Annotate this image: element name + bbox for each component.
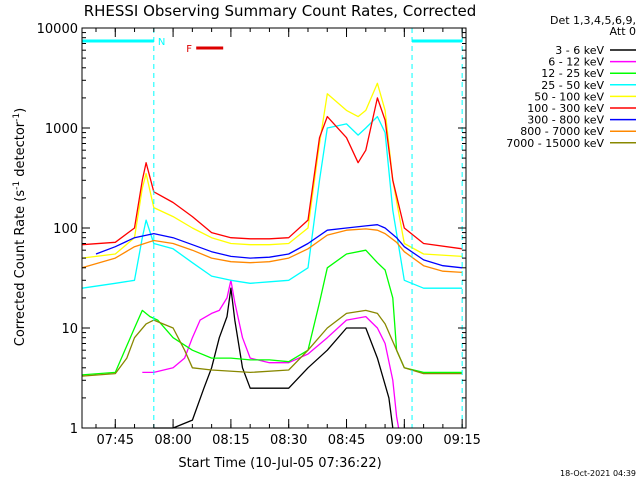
legend-label: 300 - 800 keV bbox=[527, 114, 604, 127]
y-axis-label-sup2: -1 bbox=[12, 113, 22, 122]
legend-header-line: Det 1,3,4,5,6,9, bbox=[550, 14, 636, 27]
legend-label: 7000 - 15000 keV bbox=[506, 137, 604, 150]
legend-label: 25 - 50 keV bbox=[541, 79, 604, 92]
legend-label: 12 - 25 keV bbox=[541, 67, 604, 80]
series-line-4 bbox=[81, 82, 463, 259]
axes: 1 10 100 1000 10000 07:45 08:00 08:15 08:30 08:45… bbox=[37, 22, 481, 448]
flag-label-F: F bbox=[186, 44, 192, 55]
series-layer bbox=[81, 82, 463, 429]
legend-label: 50 - 100 keV bbox=[534, 90, 604, 103]
y-tick-label: 10000 bbox=[37, 22, 78, 37]
chart-title: RHESSI Observing Summary Count Rates, Co… bbox=[84, 2, 477, 20]
date-stamp: 18-Oct-2021 04:39 bbox=[560, 469, 636, 478]
y-axis-label-sup1: -1 bbox=[12, 181, 22, 190]
y-tick-label: 10 bbox=[61, 322, 78, 337]
y-tick-label: 100 bbox=[53, 222, 78, 237]
series-line-3 bbox=[81, 115, 463, 289]
y-axis-label-mid: detector bbox=[13, 121, 28, 181]
y-tick-label: 1000 bbox=[45, 122, 78, 137]
x-tick-label: 08:45 bbox=[328, 433, 365, 448]
series-line-0 bbox=[153, 287, 394, 429]
flag-label-N: N bbox=[158, 37, 165, 48]
flag-F: F bbox=[186, 44, 224, 55]
series-line-5 bbox=[81, 97, 463, 250]
legend-label: 800 - 7000 keV bbox=[520, 125, 604, 138]
y-tick-label: 1 bbox=[70, 422, 78, 437]
series-line-2 bbox=[81, 249, 463, 376]
series-line-6 bbox=[95, 224, 463, 269]
legend-label: 100 - 300 keV bbox=[527, 102, 604, 115]
x-axis-label: Start Time (10-Jul-05 07:36:22) bbox=[178, 456, 381, 471]
series-line-8 bbox=[81, 309, 463, 377]
x-tick-label: 09:15 bbox=[443, 433, 480, 448]
series-line-7 bbox=[81, 228, 463, 274]
x-tick-label: 08:15 bbox=[212, 433, 249, 448]
x-tick-label: 09:00 bbox=[386, 433, 423, 448]
x-tick-label: 07:45 bbox=[97, 433, 134, 448]
y-axis-label-end: ) bbox=[13, 108, 28, 113]
legend-label: 6 - 12 keV bbox=[548, 56, 604, 69]
y-axis-label-main: Corrected Count Rate (s bbox=[13, 190, 28, 347]
y-axis-label: Corrected Count Rate (s-1 detector-1) bbox=[12, 108, 28, 346]
series-line-1 bbox=[142, 279, 400, 429]
x-tick-label: 08:00 bbox=[154, 433, 191, 448]
x-tick-label: 08:30 bbox=[270, 433, 307, 448]
legend-header-line: Att 0 bbox=[610, 25, 636, 38]
legend-label: 3 - 6 keV bbox=[555, 44, 604, 57]
